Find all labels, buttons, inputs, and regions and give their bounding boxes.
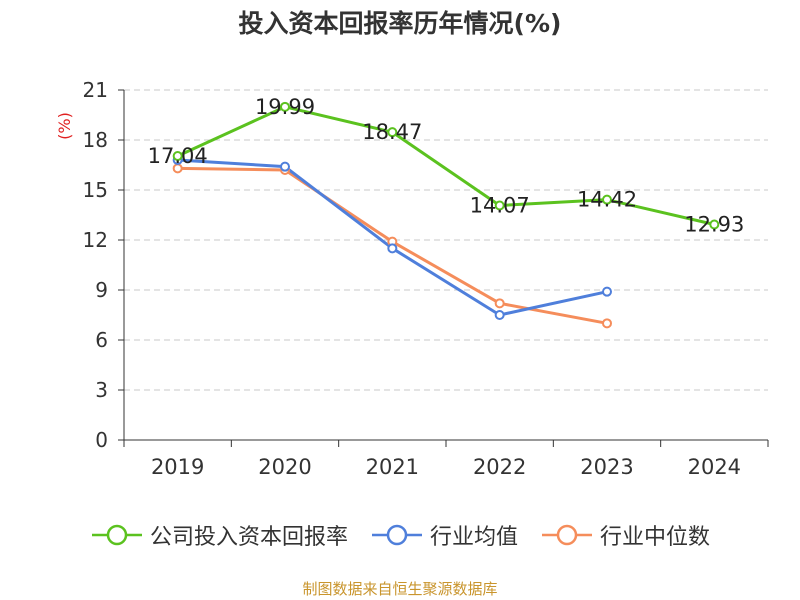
data-point [387, 127, 398, 138]
legend-marker-industry-mean [371, 524, 422, 546]
legend-marker-company [91, 524, 142, 546]
data-label: 18.47 [362, 120, 422, 144]
data-label: 12.93 [684, 213, 744, 237]
y-tick-label: 12 [83, 228, 108, 252]
data-label: 17.04 [148, 144, 208, 168]
data-point [709, 219, 720, 230]
data-points [172, 101, 720, 329]
data-point [494, 200, 505, 211]
data-point [602, 194, 612, 205]
data-point [172, 151, 183, 161]
y-axis-label: (%) [55, 112, 74, 140]
legend-item-company[interactable]: 公司投入资本回报率 [90, 519, 348, 551]
series-lines [177, 105, 715, 325]
y-tick-label: 6 [95, 328, 108, 352]
data-label: 14.07 [470, 194, 530, 218]
data-labels: 17.04 19.99 18.47 14.07 14.42 12.93 [148, 95, 745, 237]
series-line [177, 105, 715, 226]
x-tick-label: 2022 [473, 455, 526, 479]
data-point [280, 101, 290, 112]
legend-label-industry-mean: 行业均值 [429, 525, 518, 550]
data-label: 14.42 [577, 188, 637, 212]
x-tick-label: 2019 [151, 455, 204, 479]
x-tick-label: 2024 [688, 455, 741, 479]
data-point [602, 286, 612, 297]
axes: 0 3 6 9 12 15 18 21 (%) 2019 2020 2021 2022 2023 2024 [55, 78, 769, 479]
legend: 公司投入资本回报率 行业均值 行业中位数 [0, 519, 800, 551]
x-tick-label: 2020 [258, 455, 311, 479]
data-point [494, 298, 505, 309]
y-tick-label: 21 [83, 78, 108, 102]
y-tick-label: 0 [95, 428, 108, 452]
data-source-note: 制图数据来自恒生聚源数据库 [302, 580, 498, 598]
data-label: 19.99 [255, 95, 315, 119]
legend-item-industry-median[interactable]: 行业中位数 [540, 519, 710, 551]
data-point [494, 310, 505, 320]
chart-title: 投入资本回报率历年情况(%) [238, 9, 562, 38]
legend-item-industry-mean[interactable]: 行业均值 [370, 519, 518, 551]
data-point [387, 243, 398, 254]
x-tick-label: 2021 [366, 455, 419, 479]
y-tick-label: 3 [95, 378, 108, 402]
x-tick-label: 2023 [580, 455, 633, 479]
legend-label-industry-median: 行业中位数 [600, 525, 711, 550]
data-point [280, 161, 290, 172]
legend-marker-industry-median [542, 524, 592, 546]
y-tick-label: 18 [83, 128, 108, 152]
legend-label-company: 公司投入资本回报率 [149, 525, 348, 550]
grid-lines [124, 89, 768, 391]
y-tick-label: 9 [95, 278, 108, 302]
y-tick-label: 15 [83, 178, 108, 202]
data-point [602, 318, 612, 329]
